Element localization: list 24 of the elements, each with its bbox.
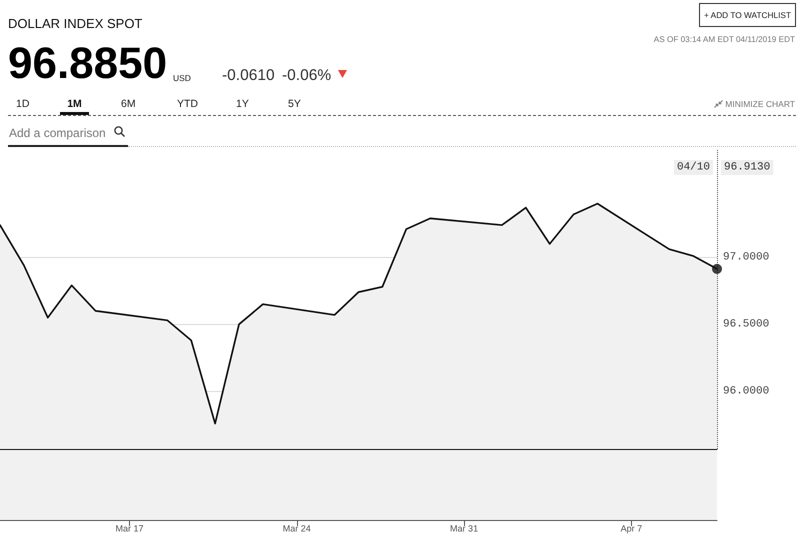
text: USD [173, 73, 191, 83]
text: 1D [16, 98, 30, 110]
y-tick-label: 96.0000 [723, 385, 770, 398]
selected-tab: 1M [60, 97, 89, 115]
text: MINIMIZE CHART [725, 99, 795, 109]
watchlist-button: + ADD TO WATCHLIST [699, 3, 796, 27]
text: AS OF 03:14 AM EDT 04/11/2019 EDT [654, 35, 795, 44]
x-tick-label: Apr 7 [620, 524, 642, 534]
text: -0.0610 [222, 67, 275, 84]
ref-line-label: 04/10 [676, 162, 710, 174]
y-tick-label: 97.0000 [723, 251, 770, 264]
text: 5Y [288, 98, 301, 110]
chart-title: DOLLAR INDEX SPOT [8, 16, 142, 31]
x-tick-label: Mar 31 [450, 524, 478, 534]
x-tick-label: Mar 24 [282, 524, 311, 534]
text: 96.9130 [724, 162, 770, 174]
text: 6M [121, 98, 136, 110]
text: YTD [177, 98, 198, 110]
text: 96.8850 [8, 39, 168, 88]
x-tick-label: Mar 17 [115, 524, 144, 534]
y-tick-label: 96.5000 [723, 318, 770, 330]
search-field: Add a comparison [8, 122, 128, 147]
text: 1Y [236, 98, 249, 110]
text: -0.06% [282, 67, 332, 84]
